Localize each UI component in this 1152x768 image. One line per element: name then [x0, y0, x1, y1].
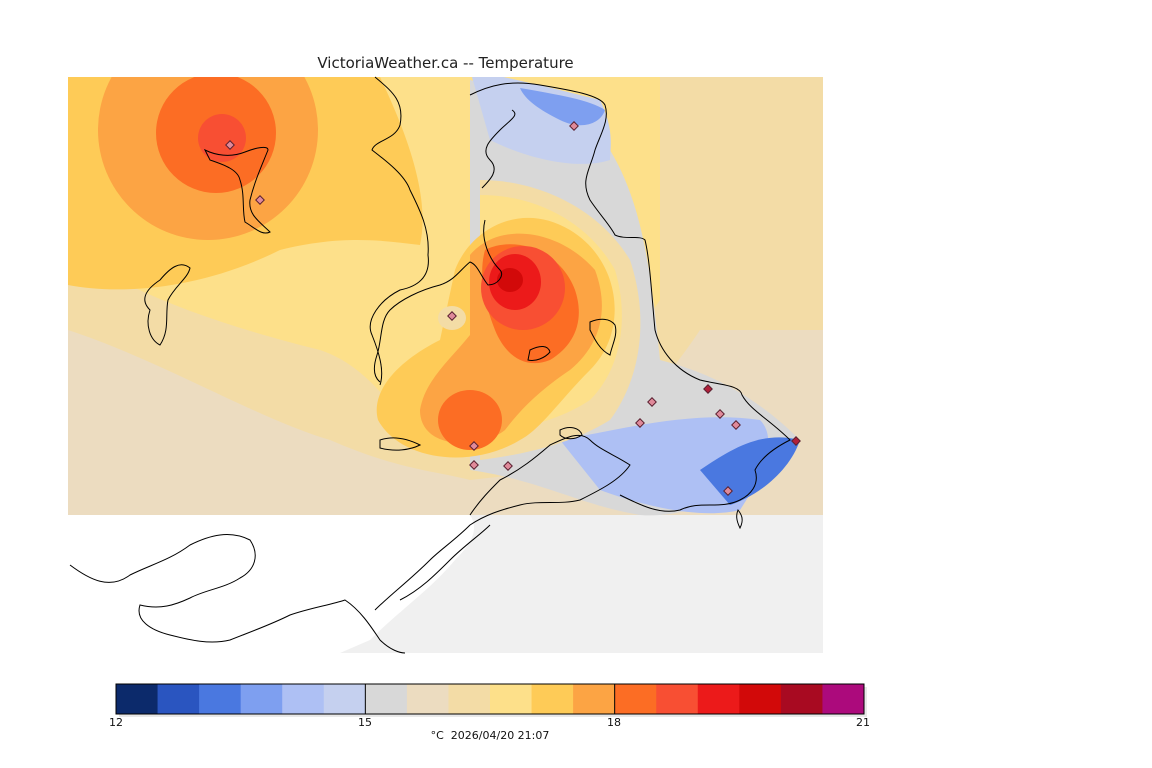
station-marker	[569, 121, 579, 131]
colorbar-swatch	[157, 684, 200, 714]
coastlines	[69, 76, 791, 654]
colorbar-swatch	[573, 684, 616, 714]
colorbar-swatch	[656, 684, 699, 714]
units-label: °C	[430, 729, 444, 742]
station-marker	[635, 418, 645, 428]
colorbar-swatch	[282, 684, 325, 714]
timestamp: 2026/04/20 21:07	[450, 729, 550, 742]
colorbar-tick-15: 15	[358, 716, 372, 729]
station-marker	[791, 436, 801, 446]
colorbar-swatch	[116, 684, 159, 714]
colorbar-swatch	[323, 684, 366, 714]
colorbar-swatch	[531, 684, 574, 714]
station-marker	[647, 397, 657, 407]
station-marker	[703, 384, 713, 394]
station-marker	[469, 460, 479, 470]
chart-title: VictoriaWeather.ca -- Temperature	[317, 54, 574, 72]
southern-land	[68, 515, 475, 653]
station-marker	[255, 195, 265, 205]
colorbar-swatch	[739, 684, 782, 714]
station-marker	[469, 441, 479, 451]
colorbar-tick-21: 21	[856, 716, 870, 729]
station-marker	[225, 140, 235, 150]
station-marker	[731, 420, 741, 430]
colorbar-swatch	[406, 684, 449, 714]
station-marker	[723, 486, 733, 496]
station-marker	[447, 311, 457, 321]
colorbar-caption: °C 2026/04/20 21:07	[431, 729, 550, 742]
colorbar-tick-12: 12	[109, 716, 123, 729]
colorbar-swatch	[697, 684, 740, 714]
colorbar-swatch	[240, 684, 283, 714]
colorbar-swatch	[780, 684, 823, 714]
station-markers	[225, 121, 801, 496]
colorbar-swatch	[490, 684, 533, 714]
colorbar-swatch	[448, 684, 491, 714]
colorbar-swatch	[365, 684, 408, 714]
station-marker	[503, 461, 513, 471]
central-hotspot	[376, 217, 615, 458]
colorbar-swatch	[199, 684, 242, 714]
colorbar-swatch	[822, 684, 865, 714]
station-marker	[715, 409, 725, 419]
colorbar-swatch	[614, 684, 657, 714]
colorbar-tick-18: 18	[607, 716, 621, 729]
